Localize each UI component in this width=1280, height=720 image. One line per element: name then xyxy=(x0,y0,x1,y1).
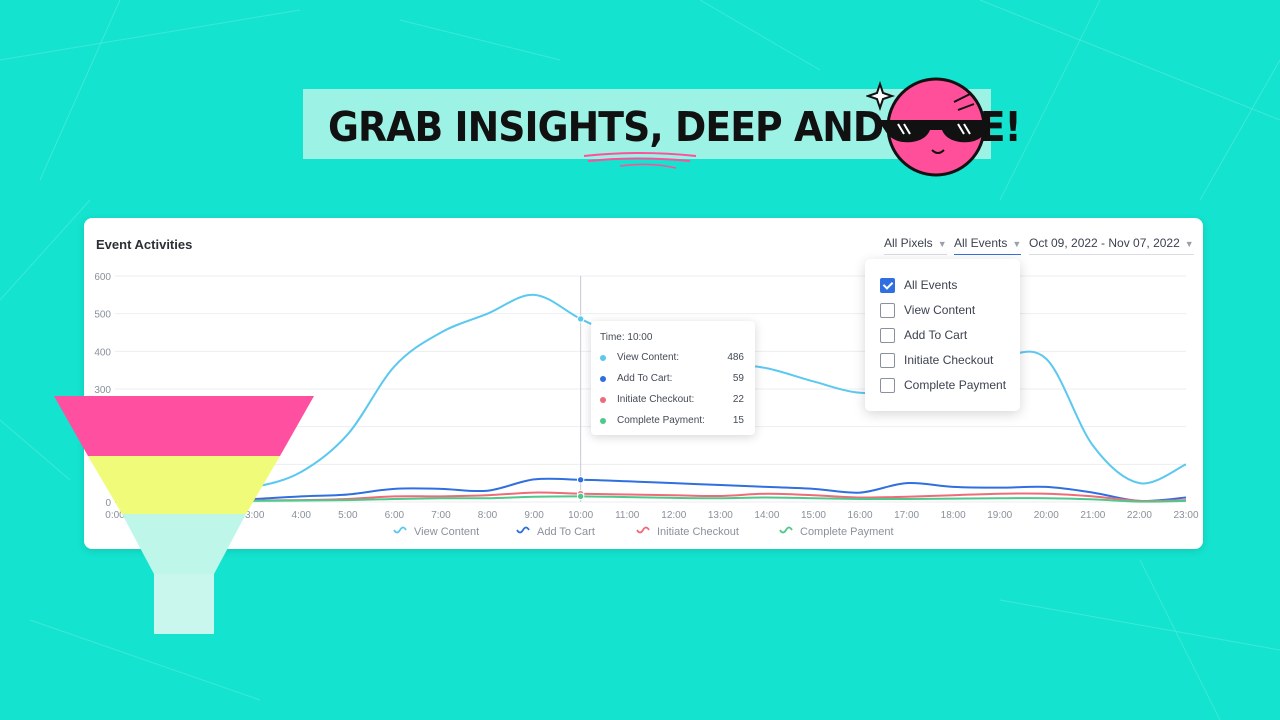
checkbox[interactable] xyxy=(880,353,895,368)
funnel-spout xyxy=(154,574,214,634)
events-dropdown-menu: All Events View Content Add To Cart Init… xyxy=(865,259,1020,411)
option-label: Complete Payment xyxy=(904,378,1007,392)
tooltip-value: 59 xyxy=(732,373,744,384)
tooltip-time: Time: 10:00 xyxy=(600,332,653,343)
caret-down-icon: ▼ xyxy=(1184,239,1194,249)
funnel-icon xyxy=(54,396,314,634)
banner-highlight xyxy=(303,89,991,159)
initiate-checkout-dot xyxy=(600,397,606,403)
tooltip-row-view-content: View Content: 486 xyxy=(600,352,744,366)
y-tick-label: 400 xyxy=(94,347,111,358)
series-line-add-to-cart xyxy=(114,477,1187,503)
legend-swatch xyxy=(636,526,650,534)
y-tick-label: 300 xyxy=(94,385,111,396)
x-tick-label: 16:00 xyxy=(848,510,873,521)
y-tick-label: 500 xyxy=(94,310,111,321)
legend-label: Add To Cart xyxy=(537,526,595,538)
hover-point xyxy=(576,476,585,484)
x-tick-label: 19:00 xyxy=(987,510,1012,521)
tooltip-label: Initiate Checkout: xyxy=(617,394,695,405)
x-tick-label: 22:00 xyxy=(1127,510,1152,521)
x-tick-label: 20:00 xyxy=(1034,510,1059,521)
x-tick-label: 21:00 xyxy=(1080,510,1105,521)
x-tick-label: 9:00 xyxy=(524,510,544,521)
funnel-middle-band xyxy=(88,456,280,514)
tooltip-label: View Content: xyxy=(617,352,680,363)
hover-point xyxy=(576,315,585,323)
legend-swatch xyxy=(779,526,793,534)
underline-scribble xyxy=(583,152,697,169)
card-title: Event Activities xyxy=(96,237,193,252)
sparkle-icon xyxy=(866,80,896,112)
chart-tooltip: Time: 10:00 View Content: 486 Add To Car… xyxy=(591,321,755,435)
checkbox[interactable] xyxy=(880,303,895,318)
view-content-dot xyxy=(600,355,606,361)
pixels-filter-label: All Pixels xyxy=(884,236,933,250)
x-tick-label: 8:00 xyxy=(478,510,498,521)
tooltip-value: 15 xyxy=(732,415,744,426)
funnel-top-band xyxy=(54,396,314,456)
legend-swatch xyxy=(393,526,407,534)
x-tick-label: 7:00 xyxy=(431,510,451,521)
x-tick-label: 5:00 xyxy=(338,510,358,521)
option-label: Add To Cart xyxy=(904,328,968,342)
date-range-filter[interactable]: Oct 09, 2022 - Nov 07, 2022 ▼ xyxy=(1029,236,1194,255)
x-tick-label: 10:00 xyxy=(568,510,593,521)
checkbox[interactable] xyxy=(880,378,895,393)
x-tick-label: 17:00 xyxy=(894,510,919,521)
tooltip-value: 22 xyxy=(732,394,744,405)
tooltip-row-add-to-cart: Add To Cart: 59 xyxy=(600,373,744,387)
legend-label: View Content xyxy=(414,526,479,538)
pixels-filter[interactable]: All Pixels ▼ xyxy=(884,236,947,255)
y-tick-label: 0 xyxy=(105,498,111,509)
events-filter-label: All Events xyxy=(954,236,1008,250)
x-tick-label: 23:00 xyxy=(1173,510,1198,521)
x-tick-label: 3:00 xyxy=(245,510,265,521)
tooltip-label: Complete Payment: xyxy=(617,415,705,426)
tooltip-label: Add To Cart: xyxy=(617,373,673,384)
option-label: Initiate Checkout xyxy=(904,353,994,367)
checkbox[interactable] xyxy=(880,328,895,343)
x-tick-label: 14:00 xyxy=(754,510,779,521)
series-line-complete-payment xyxy=(114,495,1187,503)
check-icon[interactable] xyxy=(880,278,895,293)
sunglasses-icon xyxy=(866,77,990,177)
funnel-lower-band xyxy=(122,514,246,574)
y-tick-label: 600 xyxy=(94,272,111,283)
option-label: View Content xyxy=(904,303,976,317)
complete-payment-dot xyxy=(600,418,606,424)
caret-down-icon: ▼ xyxy=(1012,239,1022,249)
x-tick-label: 15:00 xyxy=(801,510,826,521)
caret-down-icon: ▼ xyxy=(937,239,947,249)
legend-swatch xyxy=(516,526,530,534)
x-tick-label: 4:00 xyxy=(292,510,312,521)
hover-point xyxy=(576,492,585,501)
option-label: All Events xyxy=(904,278,958,292)
x-tick-label: 11:00 xyxy=(615,510,640,521)
x-tick-label: 6:00 xyxy=(385,510,405,521)
add-to-cart-dot xyxy=(600,376,606,382)
legend-label: Complete Payment xyxy=(800,526,894,538)
x-tick-label: 13:00 xyxy=(708,510,733,521)
date-range-label: Oct 09, 2022 - Nov 07, 2022 xyxy=(1029,236,1180,250)
tooltip-row-initiate-checkout: Initiate Checkout: 22 xyxy=(600,394,744,408)
legend-label: Initiate Checkout xyxy=(657,526,739,538)
tooltip-row-complete-payment: Complete Payment: 15 xyxy=(600,415,744,429)
x-tick-label: 18:00 xyxy=(941,510,966,521)
events-filter[interactable]: All Events ▼ xyxy=(954,236,1022,255)
x-tick-label: 12:00 xyxy=(661,510,686,521)
x-tick-label: 0:00 xyxy=(105,510,125,521)
tooltip-value: 486 xyxy=(727,352,744,363)
